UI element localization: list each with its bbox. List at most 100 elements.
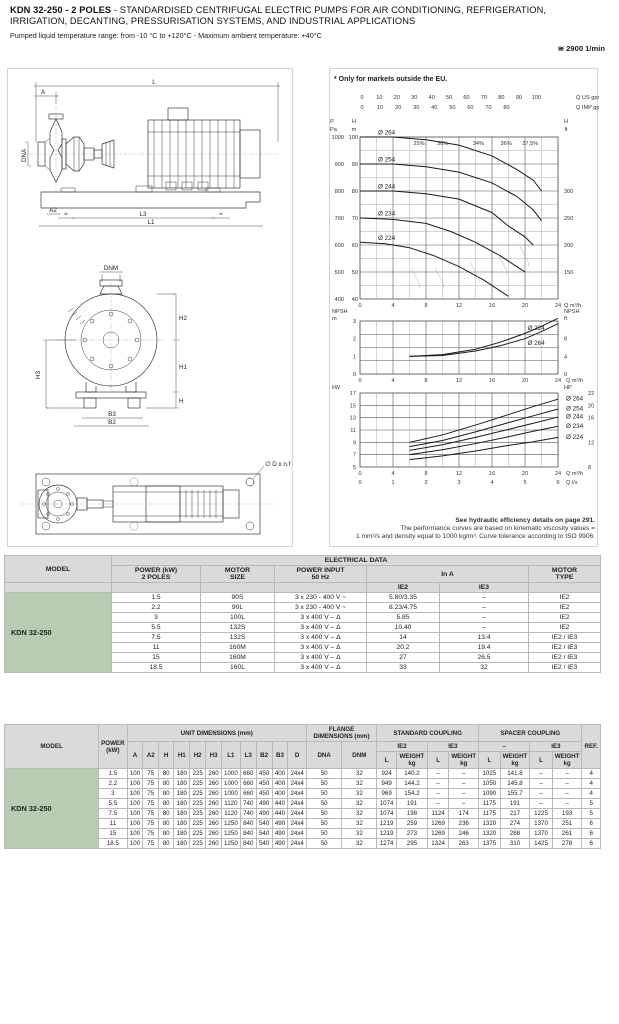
svg-text:4: 4	[564, 354, 567, 360]
svg-text:17: 17	[350, 391, 356, 397]
svg-text:30: 30	[413, 105, 419, 111]
svg-text:Ø 264: Ø 264	[378, 130, 396, 137]
svg-text:0: 0	[358, 471, 361, 477]
svg-text:DNM: DNM	[104, 265, 118, 272]
svg-text:Ø 234: Ø 234	[378, 211, 396, 218]
svg-text:150: 150	[564, 270, 573, 276]
svg-text:10: 10	[377, 105, 383, 111]
svg-text:A2: A2	[49, 207, 57, 214]
svg-text:L3: L3	[139, 211, 147, 218]
svg-text:m: m	[352, 127, 357, 133]
svg-text:8: 8	[424, 378, 427, 384]
svg-text:1: 1	[353, 354, 356, 360]
svg-text:Ø 244: Ø 244	[566, 414, 584, 421]
svg-text:0: 0	[358, 480, 361, 485]
svg-text:Ø 254: Ø 254	[566, 406, 584, 413]
svg-text:H: H	[179, 398, 184, 405]
svg-text:34%: 34%	[473, 141, 484, 147]
svg-text:50: 50	[446, 95, 452, 101]
svg-text:4: 4	[490, 480, 493, 485]
svg-text:9: 9	[353, 440, 356, 446]
svg-text:1: 1	[391, 480, 394, 485]
svg-text:100: 100	[532, 95, 541, 101]
svg-text:Ø 254: Ø 254	[378, 157, 396, 164]
svg-text:1000: 1000	[332, 135, 344, 141]
svg-text:0: 0	[358, 378, 361, 384]
svg-text:8: 8	[564, 337, 567, 343]
svg-text:0: 0	[358, 303, 361, 309]
svg-text:kW: kW	[332, 385, 341, 391]
svg-text:250: 250	[564, 216, 573, 222]
svg-text:4: 4	[391, 471, 394, 477]
svg-text:NPSH: NPSH	[332, 309, 348, 315]
svg-text:8: 8	[424, 303, 427, 309]
svg-text:NPSH: NPSH	[564, 309, 580, 315]
svg-text:H1: H1	[179, 364, 188, 371]
svg-text:12: 12	[456, 471, 462, 477]
svg-text:20: 20	[522, 471, 528, 477]
svg-text:16: 16	[489, 303, 495, 309]
svg-text:A: A	[41, 89, 46, 96]
svg-text:DNA: DNA	[21, 148, 28, 162]
svg-text:0: 0	[360, 105, 363, 111]
svg-text:70: 70	[352, 216, 358, 222]
svg-text:20: 20	[588, 403, 594, 409]
svg-text:20: 20	[394, 95, 400, 101]
svg-text:25%: 25%	[413, 141, 424, 147]
svg-text:Ø 224: Ø 224	[527, 325, 545, 332]
svg-text:70: 70	[485, 105, 491, 111]
svg-text:8: 8	[424, 471, 427, 477]
svg-text:80: 80	[503, 105, 509, 111]
svg-text:200: 200	[564, 243, 573, 249]
svg-text:∅ D x n.f: ∅ D x n.f	[265, 461, 291, 468]
svg-text:ft: ft	[564, 127, 568, 133]
svg-text:30%: 30%	[437, 141, 448, 147]
svg-text:2: 2	[353, 337, 356, 343]
svg-text:24: 24	[555, 378, 561, 384]
svg-text:5: 5	[523, 480, 526, 485]
svg-text:22: 22	[588, 391, 594, 397]
svg-text:≈: ≈	[64, 211, 68, 218]
svg-text:20: 20	[522, 303, 528, 309]
svg-text:20: 20	[522, 378, 528, 384]
svg-text:Ø 264: Ø 264	[527, 340, 545, 347]
svg-text:15: 15	[350, 403, 356, 409]
svg-text:900: 900	[335, 162, 344, 168]
svg-text:H3: H3	[35, 370, 42, 379]
svg-text:40: 40	[431, 105, 437, 111]
svg-text:3: 3	[457, 480, 460, 485]
svg-text:50: 50	[449, 105, 455, 111]
svg-text:12: 12	[588, 440, 594, 446]
svg-text:7: 7	[353, 453, 356, 459]
svg-text:Ø 264: Ø 264	[566, 396, 584, 403]
svg-text:L1: L1	[147, 219, 155, 226]
svg-text:Q IMP gpm: Q IMP gpm	[576, 105, 599, 111]
svg-text:12: 12	[456, 378, 462, 384]
svg-text:60: 60	[352, 243, 358, 249]
svg-text:5: 5	[353, 465, 356, 471]
svg-text:0: 0	[360, 95, 363, 101]
svg-text:12: 12	[456, 303, 462, 309]
svg-text:80: 80	[498, 95, 504, 101]
svg-text:300: 300	[564, 189, 573, 195]
svg-text:80: 80	[352, 189, 358, 195]
svg-text:Q l/s: Q l/s	[566, 480, 578, 485]
svg-text:≈: ≈	[219, 211, 223, 218]
svg-text:kPa: kPa	[330, 127, 338, 133]
svg-text:50: 50	[352, 270, 358, 276]
svg-text:ft: ft	[564, 316, 568, 322]
svg-text:Ø 224: Ø 224	[566, 434, 584, 441]
svg-text:24: 24	[555, 303, 561, 309]
svg-text:0: 0	[353, 372, 356, 378]
svg-text:Ø 224: Ø 224	[378, 235, 396, 242]
svg-text:HP: HP	[564, 385, 572, 391]
svg-text:P: P	[330, 119, 334, 125]
svg-text:m: m	[332, 316, 337, 322]
svg-text:Q m³/h: Q m³/h	[566, 378, 583, 384]
svg-text:16: 16	[588, 416, 594, 422]
svg-text:24: 24	[555, 471, 561, 477]
svg-text:H: H	[352, 119, 356, 125]
svg-text:10: 10	[376, 95, 382, 101]
svg-text:60: 60	[463, 95, 469, 101]
svg-text:Ø 244: Ø 244	[378, 184, 396, 191]
